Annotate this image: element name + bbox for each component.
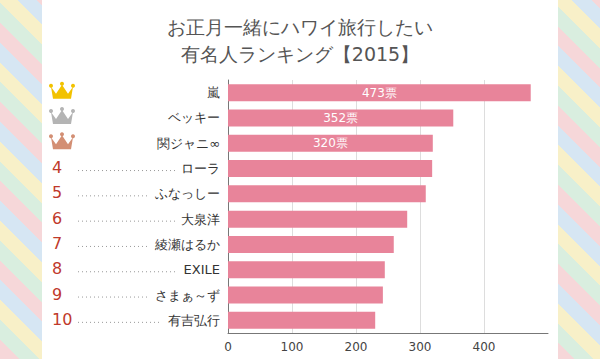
svg-text:綾瀬はるか: 綾瀬はるか: [154, 237, 220, 252]
svg-text:320票: 320票: [313, 136, 348, 150]
svg-text:ふなっしー: ふなっしー: [154, 186, 220, 201]
svg-text:ローラ: ローラ: [181, 161, 220, 176]
svg-text:有吉弘行: 有吉弘行: [168, 313, 220, 328]
svg-text:100: 100: [281, 340, 304, 354]
svg-text:嵐: 嵐: [207, 85, 220, 100]
svg-text:ベッキー: ベッキー: [168, 110, 220, 125]
svg-text:4: 4: [52, 158, 62, 177]
svg-text:8: 8: [52, 259, 62, 278]
svg-text:400: 400: [473, 340, 496, 354]
svg-text:関ジャニ∞: 関ジャニ∞: [157, 136, 220, 151]
svg-text:有名人ランキング【2015】: 有名人ランキング【2015】: [181, 43, 419, 65]
svg-text:0: 0: [224, 340, 232, 354]
svg-text:10: 10: [52, 310, 72, 329]
svg-text:300: 300: [409, 340, 432, 354]
svg-text:大泉洋: 大泉洋: [181, 212, 220, 227]
svg-text:200: 200: [345, 340, 368, 354]
svg-text:お正月一緒にハワイ旅行したい: お正月一緒にハワイ旅行したい: [167, 16, 433, 38]
svg-text:さまぁ～ず: さまぁ～ず: [155, 288, 220, 303]
svg-text:352票: 352票: [323, 111, 358, 125]
svg-text:5: 5: [52, 183, 62, 202]
svg-text:9: 9: [52, 285, 62, 304]
svg-text:7: 7: [52, 234, 62, 253]
svg-text:6: 6: [52, 209, 62, 228]
svg-text:EXILE: EXILE: [184, 262, 220, 277]
svg-text:473票: 473票: [362, 86, 397, 100]
